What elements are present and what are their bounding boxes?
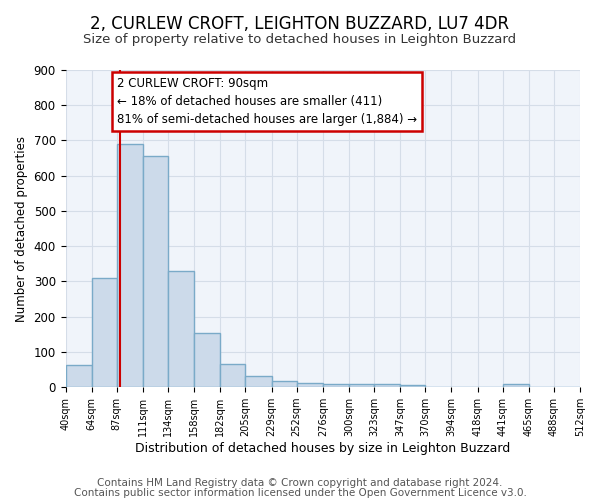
- Bar: [296, 382, 323, 387]
- Bar: [220, 364, 245, 387]
- Bar: [400, 386, 425, 387]
- Bar: [323, 384, 349, 387]
- Text: 2 CURLEW CROFT: 90sqm
← 18% of detached houses are smaller (411)
81% of semi-det: 2 CURLEW CROFT: 90sqm ← 18% of detached …: [117, 77, 417, 126]
- Bar: [65, 365, 92, 387]
- Bar: [143, 156, 168, 387]
- Y-axis label: Number of detached properties: Number of detached properties: [15, 136, 28, 322]
- Bar: [374, 384, 400, 387]
- Bar: [194, 334, 220, 387]
- Bar: [245, 376, 272, 387]
- Bar: [117, 144, 143, 387]
- Bar: [349, 384, 374, 387]
- Bar: [92, 278, 117, 387]
- Bar: [272, 381, 296, 387]
- Text: Contains HM Land Registry data © Crown copyright and database right 2024.: Contains HM Land Registry data © Crown c…: [97, 478, 503, 488]
- Text: Size of property relative to detached houses in Leighton Buzzard: Size of property relative to detached ho…: [83, 32, 517, 46]
- X-axis label: Distribution of detached houses by size in Leighton Buzzard: Distribution of detached houses by size …: [135, 442, 511, 455]
- Bar: [503, 384, 529, 387]
- Bar: [168, 271, 194, 387]
- Text: Contains public sector information licensed under the Open Government Licence v3: Contains public sector information licen…: [74, 488, 526, 498]
- Text: 2, CURLEW CROFT, LEIGHTON BUZZARD, LU7 4DR: 2, CURLEW CROFT, LEIGHTON BUZZARD, LU7 4…: [91, 15, 509, 33]
